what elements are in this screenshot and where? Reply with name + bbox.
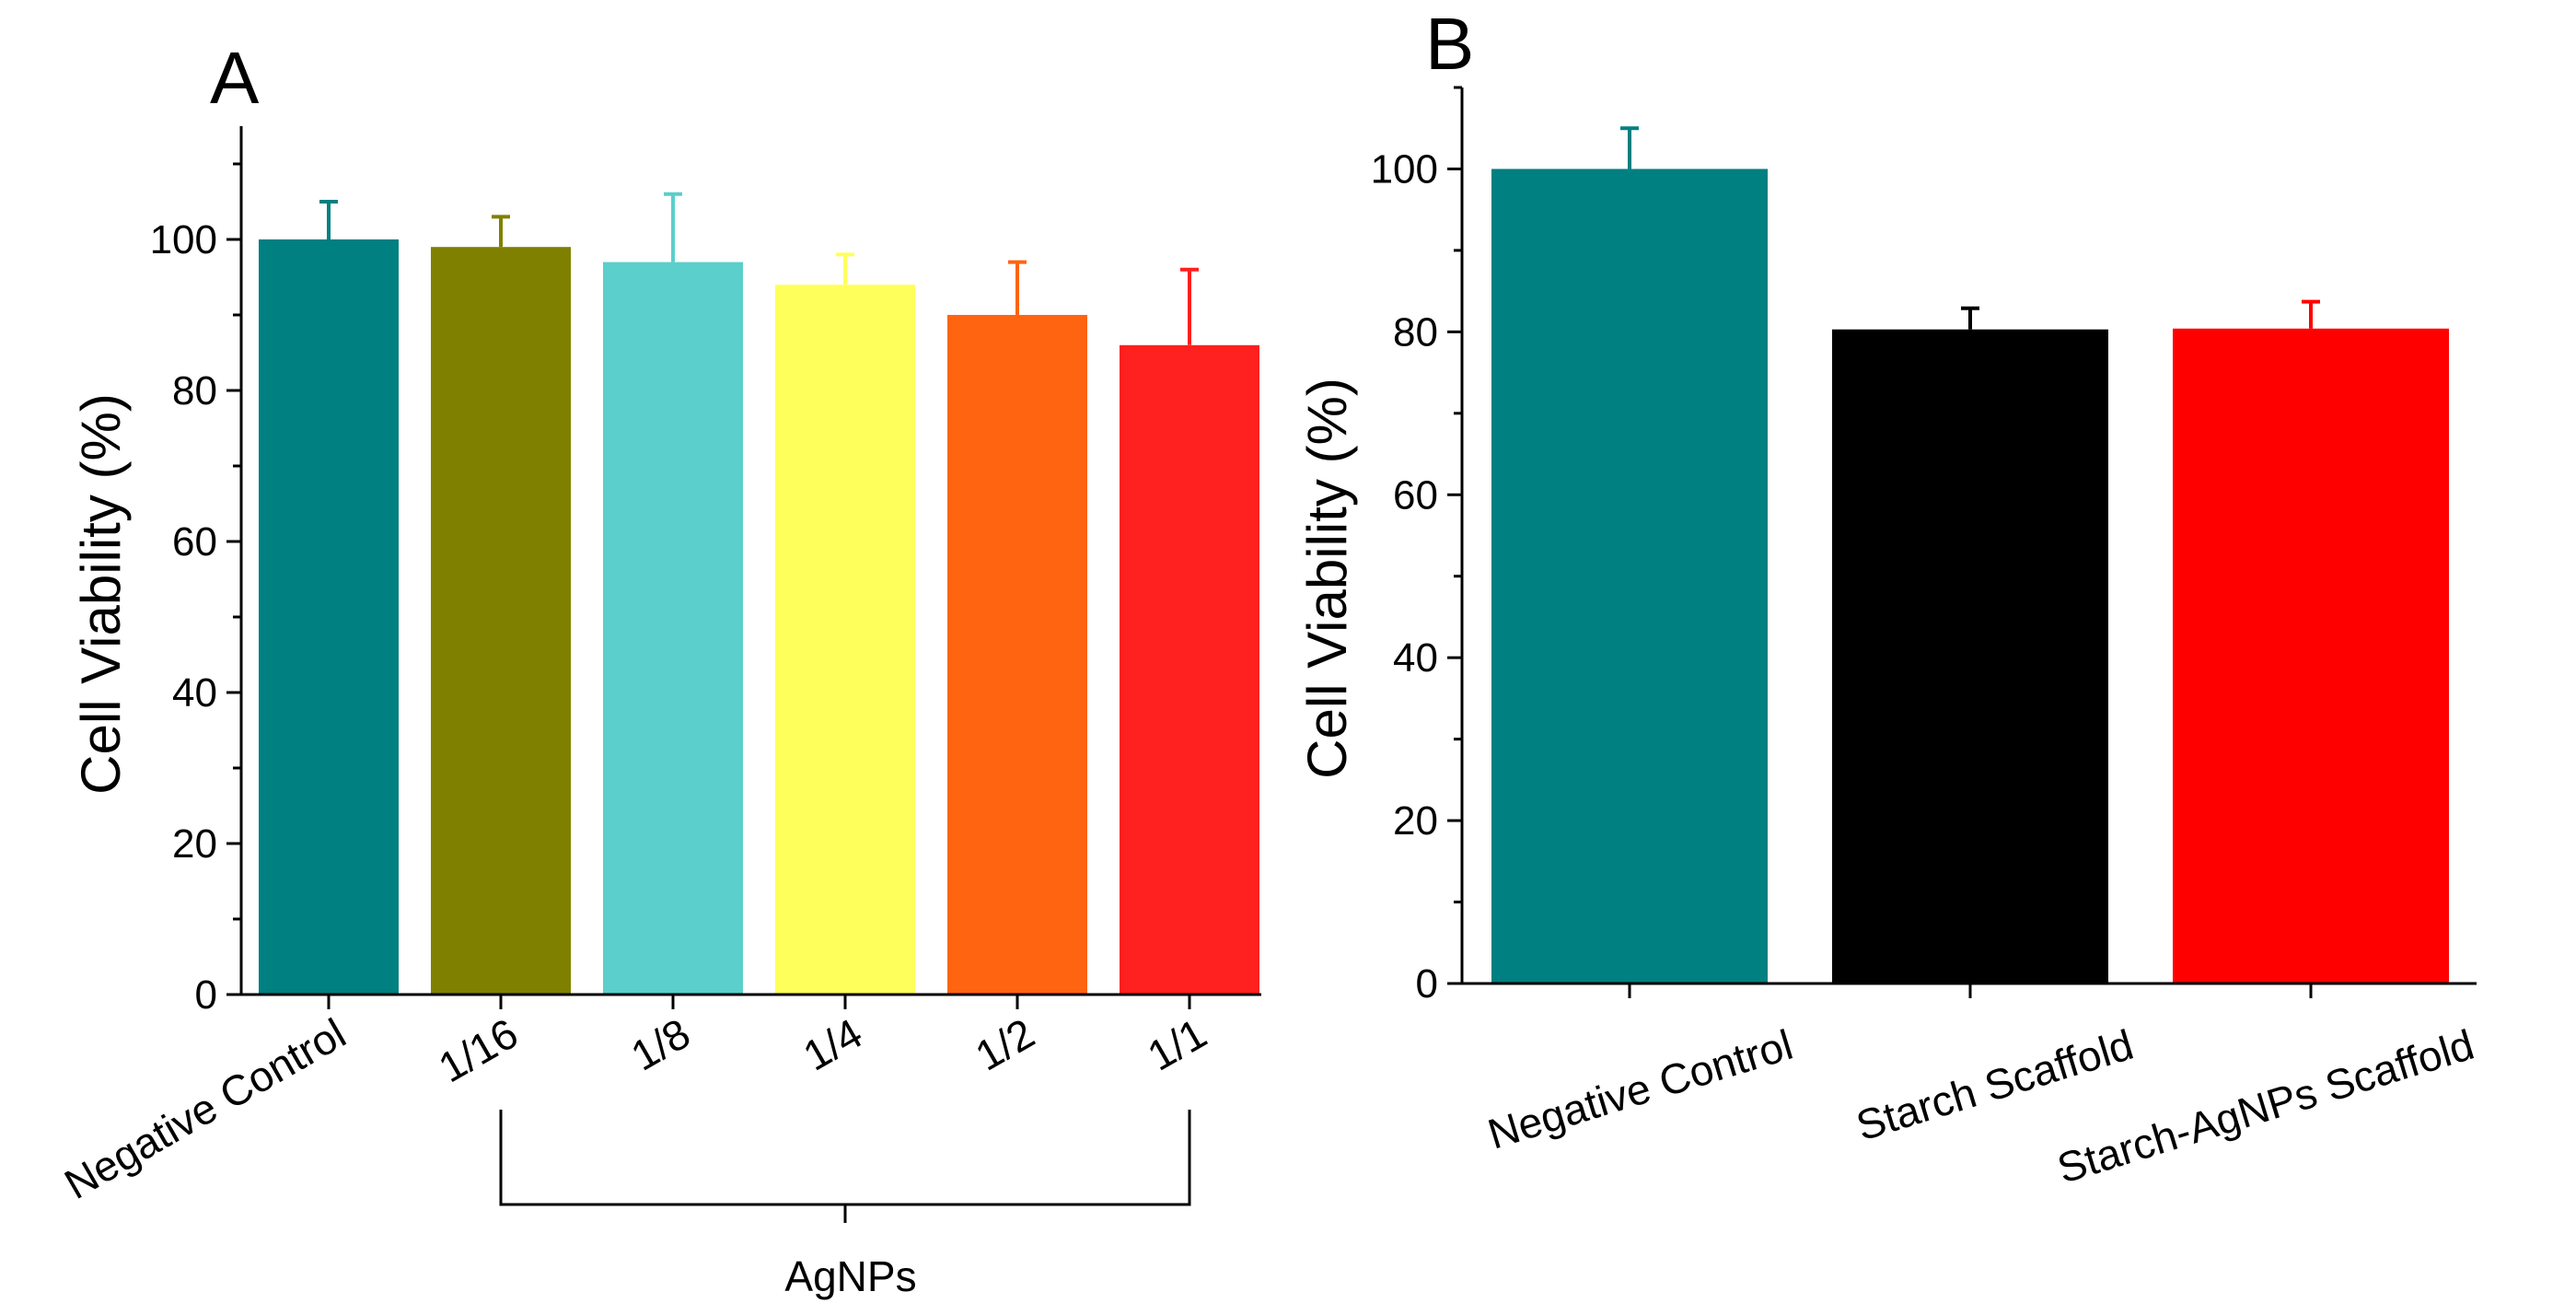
panel-a-group-label: AgNPs — [784, 1252, 916, 1300]
y-tick-label-0: 0 — [1416, 961, 1438, 1007]
panel-a-error-bars — [319, 192, 1199, 345]
y-tick-label-3: 60 — [1393, 472, 1438, 518]
panel-a-chart: A Cell Viability (%) 0 20 40 60 80 100 Negati… — [56, 37, 1261, 1300]
y-tick-label-4: 80 — [172, 368, 217, 413]
panel-a-bars — [259, 239, 1259, 995]
x-tick-label-1: 1/16 — [430, 1009, 526, 1092]
panel-b-bars — [1491, 169, 2449, 984]
y-tick-label-3: 60 — [172, 519, 217, 564]
panel-a-letter: A — [210, 37, 260, 119]
x-tick-label-1: Starch Scaffold — [1851, 1020, 2139, 1150]
bar-3 — [775, 285, 915, 995]
bar-1 — [431, 247, 571, 995]
bar-4 — [947, 315, 1087, 995]
x-tick-label-2: 1/8 — [623, 1009, 698, 1080]
panel-b-x-ticks: Negative Control Starch ScaffoldStarch-Ag… — [1482, 983, 2479, 1193]
bar-2 — [2173, 328, 2449, 983]
y-tick-label-5: 100 — [1371, 146, 1438, 192]
bar-0 — [259, 239, 399, 995]
bar-1 — [1832, 329, 2108, 984]
panel-a-y-axis-label: Cell Viability (%) — [70, 393, 132, 795]
panel-a-axes — [239, 126, 1261, 996]
panel-b-error-bars — [1620, 126, 2320, 330]
panel-b-chart: B Cell Viability (%) 0 20 40 60 80 100 Negati… — [1296, 3, 2479, 1193]
y-tick-label-1: 20 — [172, 821, 217, 867]
bar-5 — [1120, 344, 1259, 995]
x-tick-label-4: 1/2 — [968, 1009, 1042, 1080]
bracket-line — [499, 1110, 1191, 1206]
panel-b-y-axis-label: Cell Viability (%) — [1296, 378, 1358, 779]
y-tick-label-1: 20 — [1393, 798, 1438, 844]
bar-0 — [1491, 169, 1768, 984]
y-tick-label-2: 40 — [172, 670, 217, 716]
panel-a-y-ticks: 0 20 40 60 80 100 — [150, 162, 241, 1018]
y-tick-label-5: 100 — [150, 217, 217, 262]
y-tick-label-4: 80 — [1393, 309, 1438, 355]
y-tick-label-2: 40 — [1393, 635, 1438, 681]
y-tick-label-0: 0 — [195, 972, 217, 1018]
panel-b-y-ticks: 0 20 40 60 80 100 — [1371, 86, 1462, 1007]
x-tick-label-5: 1/1 — [1140, 1009, 1214, 1080]
x-tick-label-3: 1/4 — [795, 1009, 870, 1080]
x-tick-label-0: Negative Control — [56, 1009, 354, 1208]
panel-b-letter: B — [1425, 3, 1474, 85]
x-tick-label-0: Negative Control — [1482, 1020, 1798, 1158]
bar-2 — [603, 262, 743, 995]
panel-a-x-ticks: Negative Control 1/16 1/8 1/4 1/2 1/1 — [56, 995, 1214, 1208]
panel-a-group-bracket — [499, 1110, 1191, 1223]
